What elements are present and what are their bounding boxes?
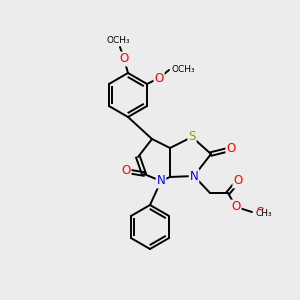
- Text: N: N: [190, 169, 198, 182]
- Text: O: O: [119, 52, 129, 65]
- Text: N: N: [157, 175, 165, 188]
- Text: O: O: [255, 206, 264, 218]
- Text: O: O: [226, 142, 236, 155]
- Text: O: O: [233, 175, 243, 188]
- Text: OCH₃: OCH₃: [171, 65, 195, 74]
- Text: O: O: [154, 71, 164, 85]
- Text: O: O: [122, 164, 130, 178]
- Text: OCH₃: OCH₃: [106, 36, 130, 45]
- Text: S: S: [188, 130, 196, 143]
- Text: CH₃: CH₃: [256, 209, 273, 218]
- Text: O: O: [231, 200, 241, 214]
